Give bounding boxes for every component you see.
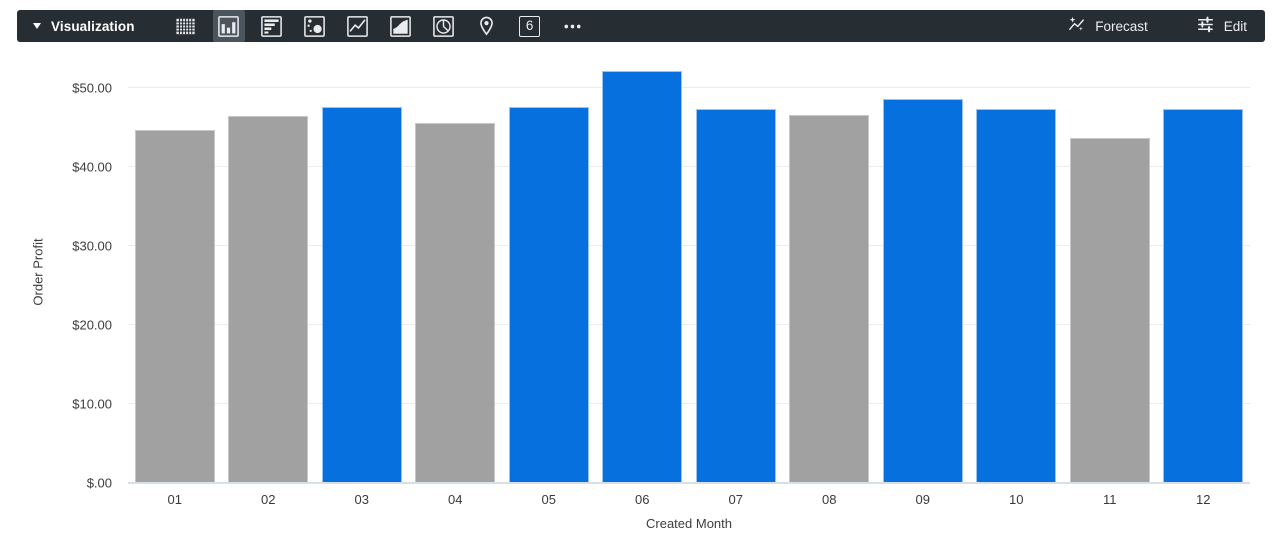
x-tick-label: 11 <box>1103 492 1117 507</box>
x-tick-label: 09 <box>915 492 930 507</box>
bar-month-01[interactable] <box>134 130 215 483</box>
bar-chart-icon <box>260 15 283 38</box>
y-tick-label: $30.00 <box>72 238 112 254</box>
bar-month-08[interactable] <box>789 114 870 483</box>
ellipsis-icon <box>561 15 584 38</box>
x-tick-label: 03 <box>354 492 369 507</box>
visualization-label: Visualization <box>51 18 135 34</box>
viz-type-switcher: 6 <box>170 10 589 42</box>
viz-type-area-button[interactable] <box>385 10 417 42</box>
edit-label: Edit <box>1223 18 1247 34</box>
bar-month-10[interactable] <box>976 109 1057 483</box>
y-tick-label: $20.00 <box>72 317 112 333</box>
table-icon <box>174 15 197 38</box>
visualization-toolbar: Visualization <box>17 10 1265 42</box>
viz-type-line-button[interactable] <box>342 10 374 42</box>
gridline <box>128 323 1250 325</box>
bar-slot <box>876 60 970 483</box>
bar-month-04[interactable] <box>415 123 496 483</box>
bar-month-07[interactable] <box>695 109 776 483</box>
bar-month-05[interactable] <box>508 106 589 483</box>
bar-slot <box>128 60 222 483</box>
x-tick-label: 06 <box>635 492 650 507</box>
gridline <box>128 86 1250 88</box>
bar-slot <box>970 60 1064 483</box>
y-tick-label: $.00 <box>86 475 112 491</box>
forecast-sparkle-icon <box>1067 15 1086 37</box>
bar-slot <box>502 60 596 483</box>
bar-month-09[interactable] <box>882 98 963 483</box>
column-chart-icon <box>217 15 240 38</box>
bar-month-11[interactable] <box>1069 137 1150 483</box>
viz-type-map-button[interactable] <box>471 10 503 42</box>
forecast-label: Forecast <box>1095 18 1148 34</box>
x-tick-label: 10 <box>1009 492 1024 507</box>
x-tick-label: 01 <box>167 492 182 507</box>
bar-month-12[interactable] <box>1163 109 1244 483</box>
plot-area <box>128 60 1250 484</box>
viz-type-single-value-button[interactable]: 6 <box>514 10 546 42</box>
gridline <box>128 244 1250 246</box>
pie-chart-icon <box>432 15 455 38</box>
x-tick-label: 02 <box>261 492 276 507</box>
bar-slot <box>409 60 503 483</box>
x-axis-title: Created Month <box>646 516 732 531</box>
bar-slot <box>596 60 690 483</box>
viz-type-more-button[interactable] <box>557 10 589 42</box>
bar-slot <box>1063 60 1157 483</box>
single-value-icon: 6 <box>519 15 541 37</box>
y-tick-label: $40.00 <box>72 159 112 175</box>
edit-button[interactable]: Edit <box>1194 15 1249 37</box>
map-pin-icon <box>475 15 498 38</box>
viz-type-table-button[interactable] <box>170 10 202 42</box>
bar-slot <box>315 60 409 483</box>
gridline <box>128 402 1250 404</box>
y-tick-label: $10.00 <box>72 396 112 412</box>
bar-month-06[interactable] <box>602 71 683 483</box>
bar-month-02[interactable] <box>228 116 309 483</box>
bar-slot <box>689 60 783 483</box>
visualization-dropdown[interactable]: Visualization <box>31 10 137 42</box>
bar-month-03[interactable] <box>321 106 402 483</box>
viz-type-pie-button[interactable] <box>428 10 460 42</box>
line-chart-icon <box>346 15 369 38</box>
single-value-glyph: 6 <box>525 18 534 34</box>
viz-type-scatter-button[interactable] <box>299 10 331 42</box>
x-axis-line <box>128 482 1250 484</box>
x-tick-label: 05 <box>541 492 556 507</box>
tune-sliders-icon <box>1196 15 1215 37</box>
viz-type-column-button[interactable] <box>212 10 245 42</box>
forecast-button[interactable]: Forecast <box>1065 15 1150 37</box>
y-tick-label: $50.00 <box>72 80 112 96</box>
bars-layer <box>128 60 1250 483</box>
x-axis-tick-labels: 01 02 03 04 05 06 07 08 09 10 11 12 <box>128 492 1250 507</box>
gridline <box>128 165 1250 167</box>
bar-slot <box>1157 60 1251 483</box>
y-axis-tick-labels: $.00 $10.00 $20.00 $30.00 $40.00 $50.00 <box>0 60 120 490</box>
x-tick-label: 04 <box>448 492 463 507</box>
scatter-plot-icon <box>303 15 326 38</box>
chevron-down-icon <box>33 23 41 29</box>
gridlines <box>128 60 1250 483</box>
x-tick-label: 08 <box>822 492 837 507</box>
x-tick-label: 07 <box>728 492 743 507</box>
bar-slot <box>222 60 316 483</box>
bar-slot <box>783 60 877 483</box>
x-tick-label: 12 <box>1196 492 1211 507</box>
area-chart-icon <box>389 15 412 38</box>
viz-type-bar-button[interactable] <box>256 10 288 42</box>
